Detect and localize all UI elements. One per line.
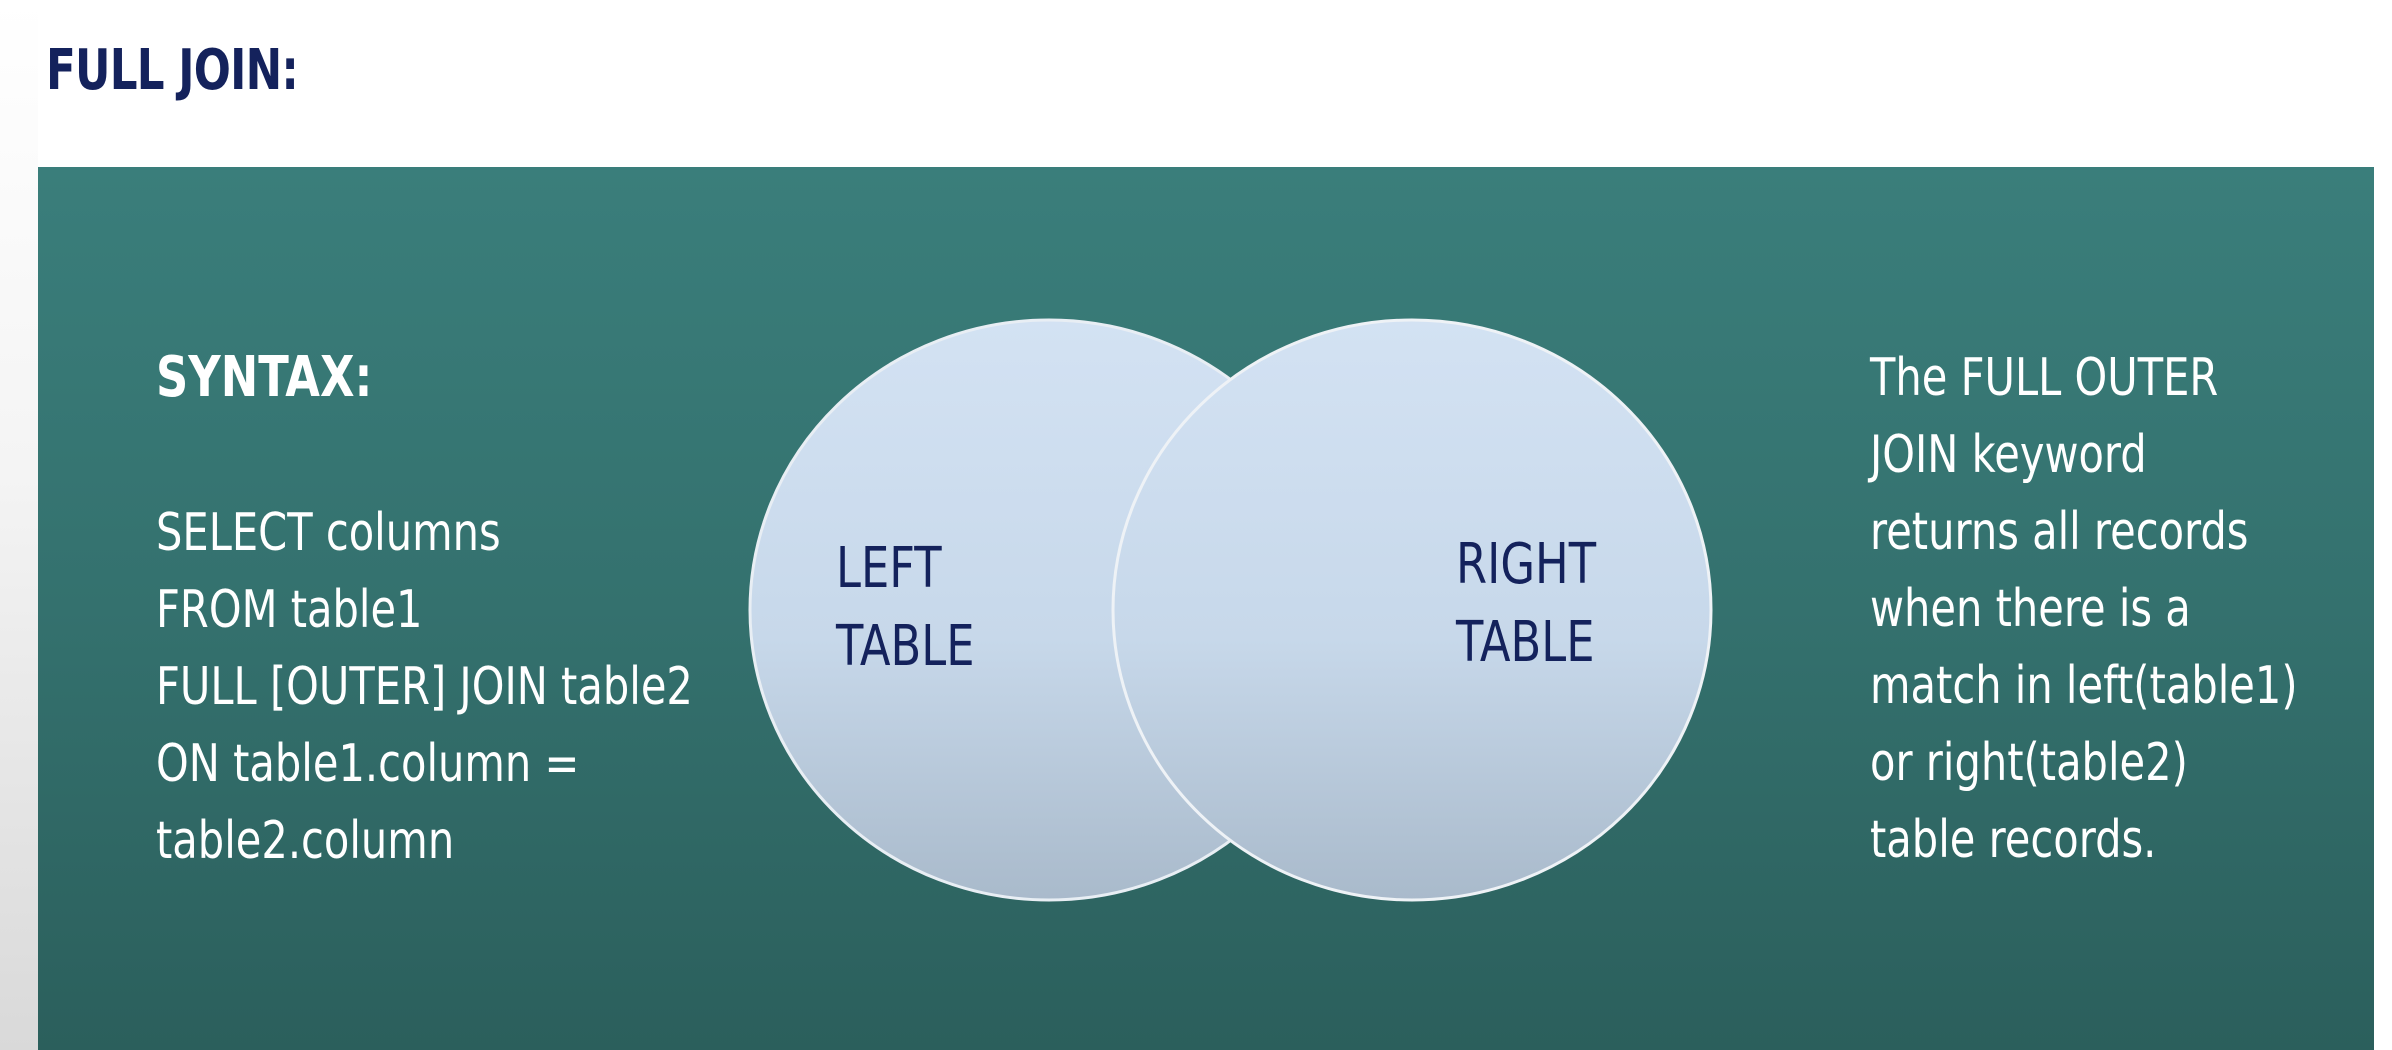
slide-title: FULL JOIN:: [46, 38, 299, 103]
description-line: table records.: [1870, 810, 2157, 870]
description-line: when there is a: [1870, 579, 2191, 639]
syntax-line-join: FULL [OUTER] JOIN table2: [156, 657, 693, 717]
description-line: match in left(table1): [1870, 656, 2298, 716]
syntax-heading: SYNTAX:: [156, 345, 373, 410]
full-join-description: The FULL OUTER JOIN keyword returns all …: [1870, 340, 2298, 879]
syntax-code: SELECT columns FROM table1 FULL [OUTER] …: [156, 495, 693, 880]
syntax-line-on: ON table1.column =: [156, 734, 580, 794]
venn-diagram: LEFT TABLE RIGHT TABLE: [748, 318, 1713, 902]
syntax-line-from: FROM table1: [156, 580, 423, 640]
syntax-line-select: SELECT columns: [156, 503, 501, 563]
syntax-line-condition: table2.column: [156, 811, 455, 871]
left-table-label-line1: LEFT: [836, 535, 943, 600]
right-table-circle: [1111, 318, 1713, 902]
right-table-label-line1: RIGHT: [1456, 531, 1597, 596]
left-edge-shade: [0, 0, 38, 1050]
description-line: returns all records: [1870, 502, 2249, 562]
description-line: The FULL OUTER: [1870, 348, 2219, 408]
description-line: JOIN keyword: [1870, 425, 2147, 485]
right-table-label-line2: TABLE: [1455, 609, 1594, 674]
left-table-label-line2: TABLE: [835, 613, 974, 678]
description-line: or right(table2): [1870, 733, 2188, 793]
